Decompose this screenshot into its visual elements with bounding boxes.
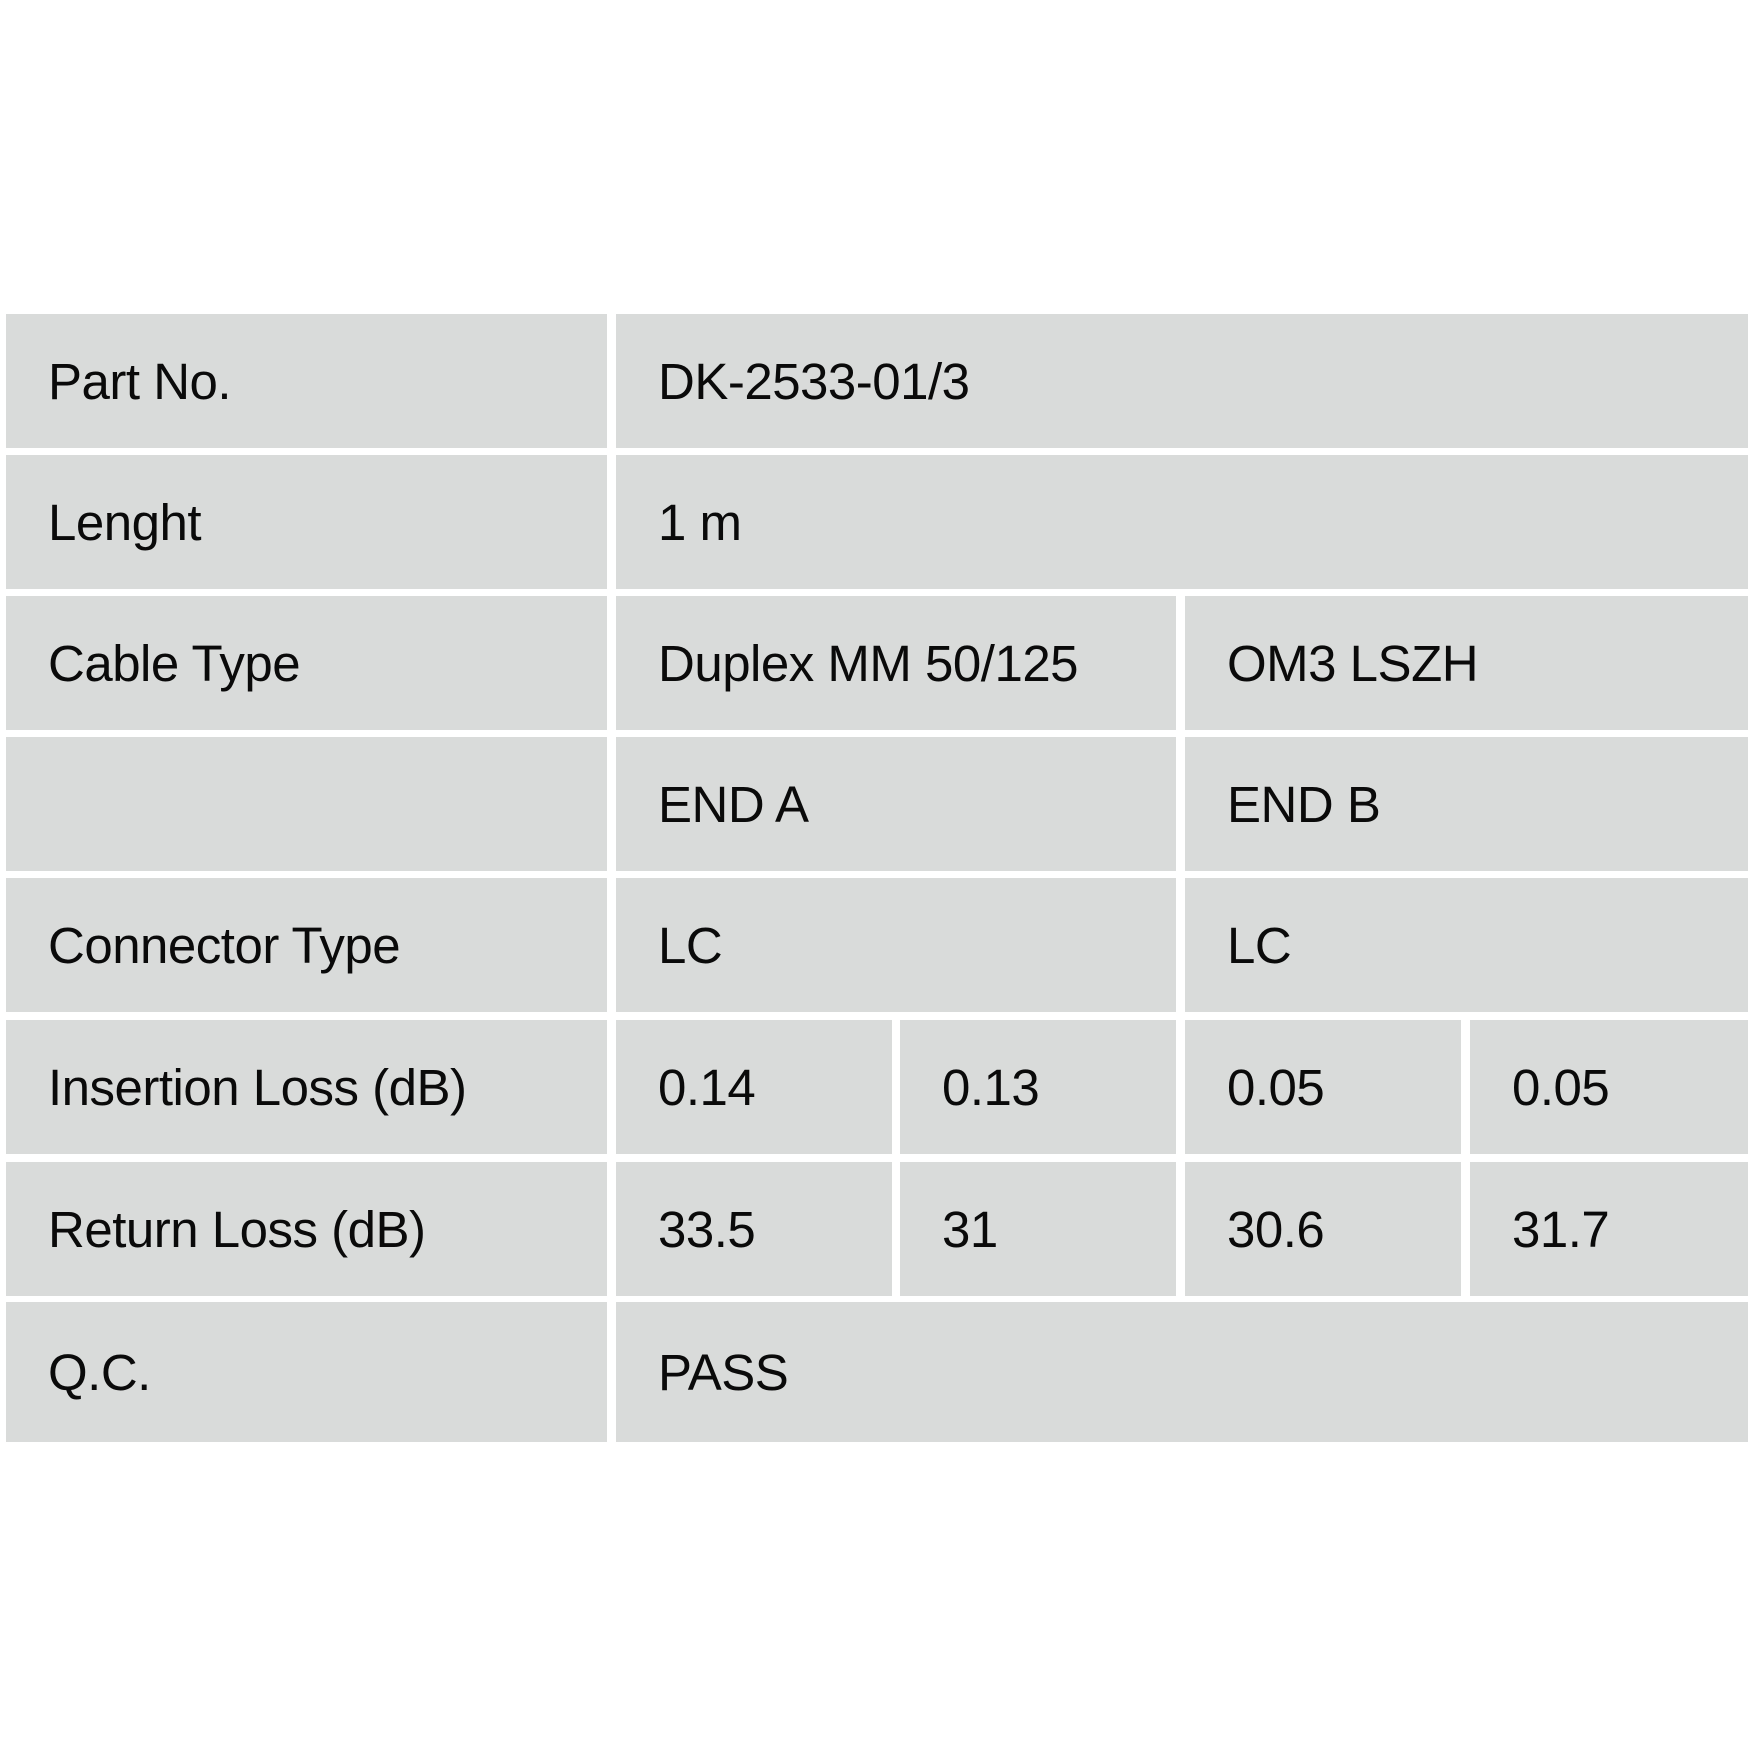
label-insertion-loss: Insertion Loss (dB) — [6, 1020, 607, 1154]
label-cable-type: Cable Type — [6, 596, 607, 730]
value-return-loss: 31.7 — [1470, 1162, 1748, 1296]
label-ends — [6, 737, 607, 871]
value-length: 1 m — [616, 455, 1748, 589]
label-connector-type: Connector Type — [6, 878, 607, 1012]
value-insertion-loss: 0.05 — [1470, 1020, 1748, 1154]
label-length: Lenght — [6, 455, 607, 589]
value-cable-type-b: OM3 LSZH — [1185, 596, 1748, 730]
value-cable-type-a: Duplex MM 50/125 — [616, 596, 1176, 730]
header-end-a: END A — [616, 737, 1176, 871]
value-return-loss: 33.5 — [616, 1162, 892, 1296]
label-part-no: Part No. — [6, 314, 607, 448]
value-connector-end-a: LC — [616, 878, 1176, 1012]
value-insertion-loss: 0.05 — [1185, 1020, 1461, 1154]
value-connector-end-b: LC — [1185, 878, 1748, 1012]
value-part-no: DK-2533-01/3 — [616, 314, 1748, 448]
label-return-loss: Return Loss (dB) — [6, 1162, 607, 1296]
value-insertion-loss: 0.13 — [900, 1020, 1176, 1154]
value-insertion-loss: 0.14 — [616, 1020, 892, 1154]
value-return-loss: 31 — [900, 1162, 1176, 1296]
label-qc: Q.C. — [6, 1302, 607, 1442]
value-qc: PASS — [616, 1302, 1748, 1442]
header-end-b: END B — [1185, 737, 1748, 871]
value-return-loss: 30.6 — [1185, 1162, 1461, 1296]
